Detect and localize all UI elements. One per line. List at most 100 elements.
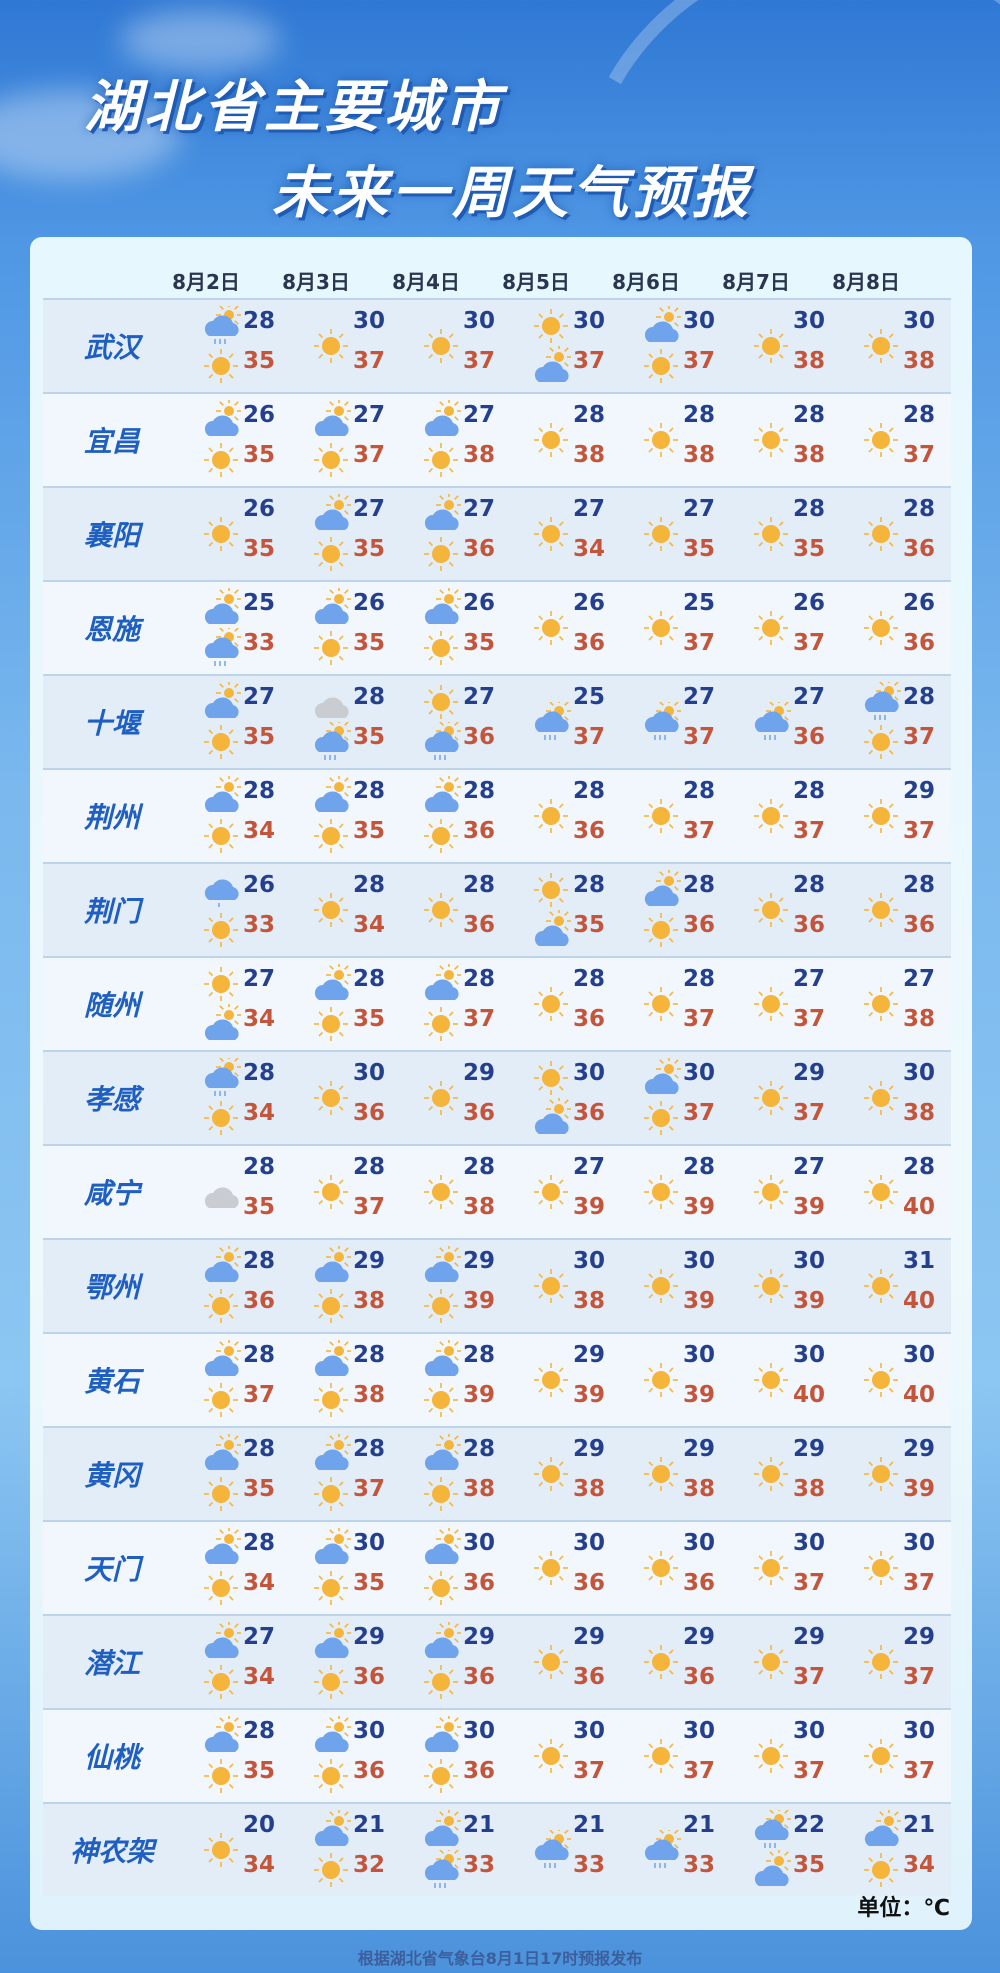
forecast-cell: 28 34 (181, 770, 291, 862)
low-temp: 26 (243, 496, 276, 522)
sunny-icon (644, 1739, 678, 1773)
sunny-icon (424, 819, 458, 853)
high-temp: 36 (353, 1664, 386, 1690)
low-temp: 29 (353, 1248, 386, 1274)
high-temp: 38 (903, 348, 936, 374)
forecast-cell: 30 38 (841, 1052, 951, 1144)
high-temp: 35 (793, 1852, 826, 1878)
date-header-cell: 8月7日 (722, 270, 790, 294)
low-temp: 28 (463, 1154, 496, 1180)
high-temp: 36 (683, 912, 716, 938)
partly-cloudy-icon (424, 1528, 461, 1564)
forecast-cell: 26 35 (181, 488, 291, 580)
city-row: 天门 28 34 30 35 30 36 30 36 30 36 30 37 30 37 (43, 1520, 951, 1614)
forecast-cell: 27 36 (401, 488, 511, 580)
sunny-icon (534, 1175, 568, 1209)
city-row: 荆州 28 34 28 35 28 36 28 36 28 37 28 37 29 37 (43, 768, 951, 862)
low-temp: 28 (243, 1060, 276, 1086)
high-temp: 36 (463, 1100, 496, 1126)
low-temp: 30 (903, 1342, 936, 1368)
city-name: 鄂州 (83, 1271, 140, 1304)
forecast-cell: 30 37 (511, 1710, 621, 1802)
forecast-cell: 28 36 (731, 864, 841, 956)
low-temp: 27 (793, 684, 826, 710)
sunny-icon (424, 1665, 458, 1699)
forecast-cell: 27 34 (181, 1616, 291, 1708)
sunny-icon (314, 443, 348, 477)
low-temp: 30 (353, 1530, 386, 1556)
city-row: 神农架 20 34 21 32 21 33 21 33 21 33 22 35 21 34 (43, 1802, 951, 1896)
forecast-cell: 29 37 (841, 1616, 951, 1708)
sunny-icon (424, 1477, 458, 1511)
low-temp: 27 (793, 966, 826, 992)
low-temp: 30 (903, 1060, 936, 1086)
city-row: 黄冈 28 35 28 37 28 38 29 38 29 38 29 38 29 39 (43, 1426, 951, 1520)
high-temp: 37 (683, 1758, 716, 1784)
low-temp: 21 (463, 1812, 496, 1838)
source-note: 根据湖北省气象台8月1日17时预报发布 (357, 1949, 643, 1968)
high-temp: 37 (573, 724, 606, 750)
date-header-cell: 8月6日 (612, 270, 680, 294)
high-temp: 40 (903, 1288, 936, 1314)
low-temp: 29 (903, 1624, 936, 1650)
high-temp: 39 (463, 1382, 496, 1408)
forecast-cell: 28 37 (401, 958, 511, 1050)
partly-cloudy-rain-icon (204, 628, 241, 666)
forecast-cell: 27 37 (621, 676, 731, 768)
low-temp: 26 (353, 590, 386, 616)
low-temp: 28 (903, 496, 936, 522)
low-temp: 30 (353, 1718, 386, 1744)
low-temp: 28 (353, 684, 386, 710)
sunny-icon (864, 1363, 898, 1397)
sunny-icon (754, 893, 788, 927)
high-temp: 33 (243, 630, 276, 656)
partly-cloudy-icon (424, 964, 461, 1000)
partly-cloudy-rain-icon (534, 1830, 571, 1868)
forecast-cell: 28 38 (621, 394, 731, 486)
forecast-cell: 28 38 (401, 1146, 511, 1238)
low-temp: 28 (353, 1342, 386, 1368)
high-temp: 35 (243, 442, 276, 468)
high-temp: 39 (683, 1194, 716, 1220)
partly-cloudy-icon (314, 400, 351, 436)
high-temp: 37 (793, 1664, 826, 1690)
high-temp: 36 (463, 536, 496, 562)
partly-cloudy-icon (424, 1716, 461, 1752)
sunny-icon (204, 1477, 238, 1511)
forecast-cell: 30 37 (841, 1522, 951, 1614)
sunny-icon (424, 631, 458, 665)
low-temp: 21 (903, 1812, 936, 1838)
high-temp: 35 (353, 818, 386, 844)
high-temp: 40 (793, 1382, 826, 1408)
high-temp: 40 (903, 1194, 936, 1220)
forecast-cell: 28 37 (621, 958, 731, 1050)
low-temp: 30 (573, 1530, 606, 1556)
sunny-icon (314, 537, 348, 571)
low-temp: 28 (463, 1342, 496, 1368)
low-temp: 28 (463, 872, 496, 898)
high-temp: 35 (353, 1006, 386, 1032)
low-temp: 26 (463, 590, 496, 616)
sunny-icon (314, 1081, 348, 1115)
high-temp: 34 (243, 818, 276, 844)
low-temp: 29 (573, 1436, 606, 1462)
partly-cloudy-rain-icon (754, 702, 791, 740)
high-temp: 37 (903, 818, 936, 844)
low-temp: 28 (463, 966, 496, 992)
low-temp: 27 (353, 402, 386, 428)
low-temp: 28 (573, 778, 606, 804)
sunny-icon (204, 1101, 238, 1135)
forecast-cell: 30 35 (291, 1522, 401, 1614)
forecast-cell: 29 38 (621, 1428, 731, 1520)
low-temp: 28 (793, 872, 826, 898)
sunny-icon (864, 1853, 898, 1887)
low-temp: 29 (573, 1624, 606, 1650)
low-temp: 25 (243, 590, 276, 616)
low-temp: 27 (903, 966, 936, 992)
forecast-cell: 28 35 (181, 1146, 291, 1238)
forecast-cell: 28 38 (511, 394, 621, 486)
forecast-cell: 25 37 (511, 676, 621, 768)
forecast-cell: 26 36 (511, 582, 621, 674)
high-temp: 37 (243, 1382, 276, 1408)
forecast-cell: 20 34 (181, 1804, 291, 1896)
